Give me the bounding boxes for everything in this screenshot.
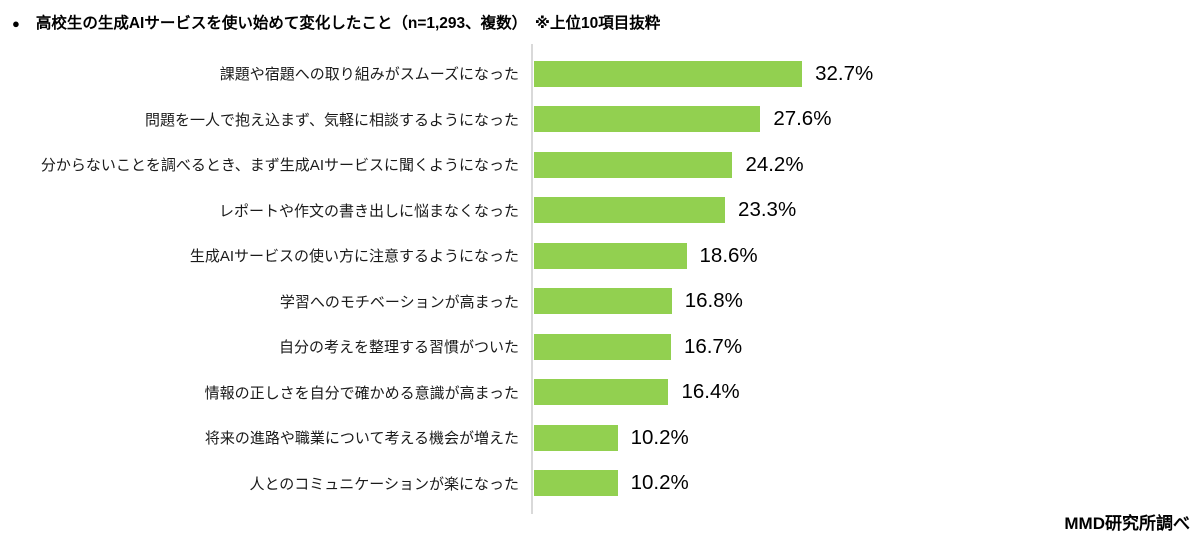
bar (534, 424, 618, 451)
bar (534, 151, 733, 178)
bar-group: 23.3% (534, 197, 797, 224)
value-label: 10.2% (630, 471, 689, 495)
chart-row: 自分の考えを整理する習慣がついた 16.7% (0, 324, 1200, 370)
value-label: 10.2% (630, 425, 689, 449)
chart-row: 生成AIサービスの使い方に注意するようになった 18.6% (0, 233, 1200, 279)
chart-row: 問題を一人で抱え込まず、気軽に相談するようになった 27.6% (0, 97, 1200, 143)
bar-group: 16.7% (534, 333, 743, 360)
bar (534, 333, 671, 360)
bar (534, 288, 672, 315)
bar-group: 10.2% (534, 470, 689, 497)
chart-title-text: 高校生の生成AIサービスを使い始めて変化したこと（n=1,293、複数） ※上位… (35, 15, 661, 32)
bar-chart: 課題や宿題への取り組みがスムーズになった 32.7% 問題を一人で抱え込まず、気軽に… (0, 44, 1200, 514)
value-label: 16.8% (684, 289, 743, 313)
bar-group: 27.6% (534, 106, 832, 133)
chart-row: 学習へのモチベーションが高まった 16.8% (0, 279, 1200, 325)
bar-group: 10.2% (534, 424, 689, 451)
chart-row: 分からないことを調べるとき、まず生成AIサービスに聞くようになった 24.2% (0, 142, 1200, 188)
chart-title: ● 高校生の生成AIサービスを使い始めて変化したこと（n=1,293、複数） ※… (0, 0, 1200, 35)
category-label: 生成AIサービスの使い方に注意するようになった (189, 248, 519, 266)
bar (534, 470, 618, 497)
chart-row: 人とのコミュニケーションが楽になった 10.2% (0, 461, 1200, 507)
chart-row: 課題や宿題への取り組みがスムーズになった 32.7% (0, 51, 1200, 97)
value-label: 27.6% (773, 107, 832, 131)
chart-row: レポートや作文の書き出しに悩まなくなった 23.3% (0, 188, 1200, 234)
bar (534, 60, 803, 87)
category-label: 人とのコミュニケーションが楽になった (249, 475, 519, 493)
value-label: 32.7% (815, 61, 874, 85)
chart-row: 情報の正しさを自分で確かめる意識が高まった 16.4% (0, 370, 1200, 416)
category-label: 学習へのモチベーションが高まった (279, 293, 519, 311)
value-label: 18.6% (699, 243, 758, 267)
y-axis-line (531, 44, 533, 514)
category-label: 問題を一人で抱え込まず、気軽に相談するようになった (145, 111, 519, 129)
bullet-icon: ● (12, 16, 20, 31)
bar-group: 16.8% (534, 288, 743, 315)
category-label: レポートや作文の書き出しに悩まなくなった (218, 202, 519, 220)
bar-group: 16.4% (534, 379, 740, 406)
bar-group: 32.7% (534, 60, 874, 87)
category-label: 将来の進路や職業について考える機会が増えた (204, 430, 519, 448)
bar-group: 24.2% (534, 151, 804, 178)
bar (534, 197, 726, 224)
category-label: 自分の考えを整理する習慣がついた (278, 339, 519, 357)
chart-row: 将来の進路や職業について考える機会が増えた 10.2% (0, 415, 1200, 461)
value-label: 16.4% (681, 380, 740, 404)
value-label: 16.7% (683, 334, 743, 358)
value-label: 24.2% (745, 152, 804, 176)
source-credit: MMD研究所調べ (1064, 514, 1190, 533)
category-label: 分からないことを調べるとき、まず生成AIサービスに聞くようになった (40, 157, 519, 175)
category-label: 情報の正しさを自分で確かめる意識が高まった (204, 384, 519, 402)
bar (534, 242, 687, 269)
bar (534, 106, 761, 133)
bar-chart-rows: 課題や宿題への取り組みがスムーズになった 32.7% 問題を一人で抱え込まず、気軽に… (0, 51, 1200, 506)
category-label: 課題や宿題への取り組みがスムーズになった (219, 66, 519, 84)
bar (534, 379, 669, 406)
value-label: 23.3% (738, 198, 797, 222)
bar-group: 18.6% (534, 242, 758, 269)
